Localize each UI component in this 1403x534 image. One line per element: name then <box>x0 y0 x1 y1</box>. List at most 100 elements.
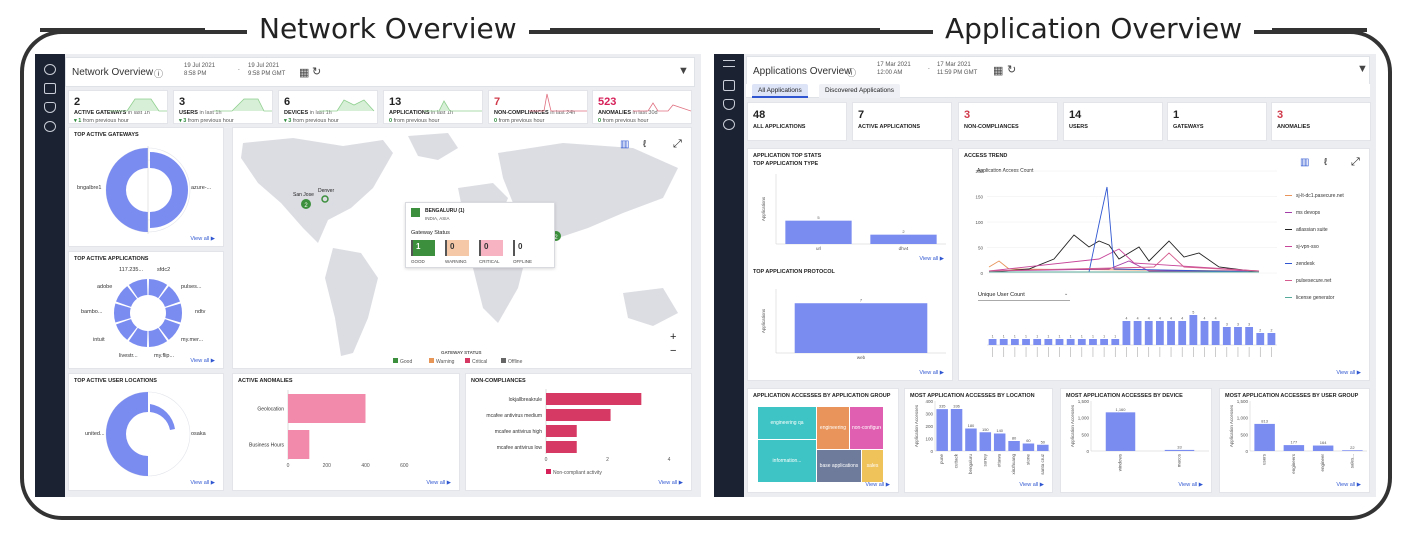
bar[interactable] <box>1077 339 1086 345</box>
legend-item[interactable]: zendesk <box>1285 261 1315 267</box>
view-all-link[interactable]: View all ▶ <box>865 482 890 488</box>
noncompliance-bar-chart[interactable]: 0 2 4 lokjallbreakrule mcafee antivirus medi… <box>466 374 692 491</box>
bar[interactable] <box>794 303 928 353</box>
metric-dropdown[interactable]: Unique User Count ⌄ <box>978 290 1070 301</box>
tab-discovered-applications[interactable]: Discovered Applications <box>819 84 901 98</box>
bar[interactable] <box>1144 321 1153 345</box>
kpi-card[interactable]: 7 ACTIVE APPLICATIONS <box>852 102 952 141</box>
bar[interactable] <box>1256 333 1265 345</box>
dashboard-icon[interactable] <box>44 64 56 75</box>
zoom-out-button[interactable]: − <box>670 345 677 357</box>
trend-line[interactable] <box>988 252 1260 272</box>
trend-line[interactable] <box>988 234 1260 273</box>
treemap-tile[interactable]: sales <box>862 450 883 482</box>
bar[interactable] <box>950 409 963 451</box>
app-segment[interactable] <box>165 303 182 323</box>
view-all-link[interactable]: View all ▶ <box>919 370 944 376</box>
bar[interactable] <box>979 432 992 451</box>
kpi-card[interactable]: 7 NON-COMPLIANCES in last 24h 0 from previ… <box>488 90 588 124</box>
bar[interactable] <box>1105 412 1136 451</box>
status-warning[interactable]: 0 <box>445 240 469 256</box>
status-offline[interactable]: 0 <box>513 240 537 256</box>
bar[interactable] <box>1245 327 1254 345</box>
bar[interactable] <box>1267 333 1276 345</box>
view-all-link[interactable]: View all ▶ <box>1336 482 1361 488</box>
locations-donut[interactable] <box>69 374 224 491</box>
expand-icon[interactable]: ⤢ <box>673 138 682 150</box>
app-segment[interactable] <box>148 327 168 347</box>
kpi-card[interactable]: 48 ALL APPLICATIONS <box>747 102 847 141</box>
gateways-donut[interactable] <box>69 128 224 247</box>
bar[interactable] <box>1044 339 1053 345</box>
view-all-link[interactable]: View all ▶ <box>658 480 683 486</box>
gateway-map-card[interactable]: 2 2 San Jose Denver ▥ ℓ ⤢ BENGALURU (1) … <box>232 127 692 369</box>
bar[interactable] <box>1100 339 1109 345</box>
treemap-tile[interactable]: engineering <box>817 407 849 449</box>
filter-icon[interactable]: ▼ <box>678 65 689 77</box>
kpi-card[interactable]: 14 USERS <box>1063 102 1163 141</box>
bar[interactable] <box>1133 321 1142 345</box>
treemap-tile[interactable]: engineering qa <box>758 407 816 439</box>
bar[interactable] <box>999 339 1008 345</box>
refresh-icon[interactable]: ↻ <box>312 66 322 78</box>
bar[interactable] <box>1211 321 1220 345</box>
legend-offline[interactable]: Offline <box>501 358 522 365</box>
bar[interactable] <box>1254 423 1275 451</box>
bar[interactable] <box>288 394 366 423</box>
kpi-card[interactable]: 2 ACTIVE GATEWAYS in last 1h ▾ 1 from prev… <box>68 90 168 124</box>
monitor-icon[interactable] <box>44 83 56 94</box>
date-to[interactable]: 19 Jul 2021 9:58 PM GMT <box>248 63 286 77</box>
bar[interactable] <box>1022 443 1035 452</box>
view-all-link[interactable]: View all ▶ <box>919 256 944 262</box>
zoom-in-button[interactable]: + <box>670 331 677 343</box>
bar[interactable] <box>1111 339 1120 345</box>
bar[interactable] <box>988 339 997 345</box>
access-trend-bar-chart[interactable]: 1 1 1 1 1 1 1 1 1 1 1 1 4 4 4 4 4 4 5 4 4 3 3 3 2 2 <box>959 149 1370 381</box>
bar[interactable] <box>1164 449 1195 451</box>
bar[interactable] <box>1283 445 1305 451</box>
bar[interactable] <box>1033 339 1042 345</box>
bar[interactable] <box>936 409 948 451</box>
bar[interactable] <box>546 393 642 405</box>
treemap-tile[interactable]: non-configured <box>850 407 883 449</box>
legend-item[interactable]: sj-vpn-sso <box>1285 244 1319 250</box>
access-trend-line-chart[interactable]: 0 50 100 150 200 <box>959 149 1370 381</box>
shield-icon[interactable] <box>723 99 735 110</box>
app-segment[interactable] <box>159 319 181 340</box>
map-view-icon[interactable]: ▥ <box>620 139 630 150</box>
bar[interactable] <box>1089 339 1097 345</box>
location-bar-chart[interactable]: 0 100 200 300 400 Application Accesses 335 pune… <box>905 389 1053 493</box>
legend-item[interactable]: pulsesecure.net <box>1285 278 1331 284</box>
app-segment[interactable] <box>128 279 148 299</box>
bar[interactable] <box>785 220 852 244</box>
bar[interactable] <box>288 430 310 459</box>
status-good[interactable]: 1 <box>411 240 435 256</box>
bar[interactable] <box>1055 339 1064 345</box>
treemap-tile[interactable]: base applications <box>817 450 861 482</box>
view-all-link[interactable]: View all ▶ <box>426 480 451 486</box>
bar[interactable] <box>546 425 577 437</box>
app-segment[interactable] <box>128 327 148 347</box>
filter-icon[interactable]: ▼ <box>1357 63 1368 75</box>
app-segment[interactable] <box>114 303 131 323</box>
expand-icon[interactable]: ⤢ <box>1351 156 1360 168</box>
calendar-icon[interactable]: ▦ <box>993 65 1004 77</box>
monitor-icon[interactable] <box>723 80 735 91</box>
bar[interactable] <box>1066 339 1075 345</box>
menu-icon[interactable] <box>723 60 735 67</box>
bar[interactable] <box>1342 450 1363 451</box>
status-critical[interactable]: 0 <box>479 240 503 256</box>
bar[interactable] <box>1189 315 1198 345</box>
info-icon[interactable]: ⓘ <box>847 68 857 78</box>
legend-item[interactable]: license generator <box>1285 295 1334 301</box>
app-segment[interactable] <box>148 279 168 299</box>
kpi-card[interactable]: 3 NON-COMPLIANCES <box>958 102 1058 141</box>
bar[interactable] <box>1008 441 1020 451</box>
trend-line[interactable] <box>988 260 1260 272</box>
bar[interactable] <box>1178 321 1187 345</box>
world-map[interactable]: 2 2 <box>233 128 692 369</box>
bar[interactable] <box>546 441 577 453</box>
calendar-icon[interactable]: ▦ <box>299 67 310 79</box>
